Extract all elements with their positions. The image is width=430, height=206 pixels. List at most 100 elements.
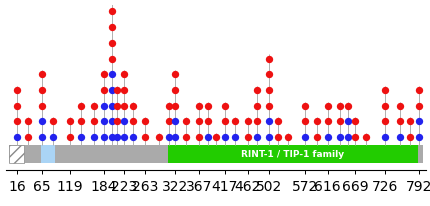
Point (172, 73, 179, 77)
Point (285, 136, 292, 139)
Point (109, 136, 116, 139)
Point (337, 120, 344, 123)
Point (129, 136, 136, 139)
Point (301, 104, 308, 108)
Point (91, 120, 98, 123)
Point (101, 73, 108, 77)
Point (396, 104, 403, 108)
Point (415, 104, 422, 108)
Point (109, 104, 116, 108)
Point (39, 104, 46, 108)
Point (337, 136, 344, 139)
Point (221, 120, 228, 123)
Point (381, 136, 388, 139)
Point (324, 120, 331, 123)
Point (109, 89, 116, 92)
Point (121, 73, 128, 77)
Point (313, 120, 320, 123)
Point (166, 104, 172, 108)
Point (78, 104, 85, 108)
Point (344, 104, 351, 108)
Point (265, 136, 272, 139)
Point (275, 136, 282, 139)
Point (25, 136, 32, 139)
Point (265, 58, 272, 61)
Point (195, 120, 202, 123)
Point (39, 89, 46, 92)
Point (141, 136, 148, 139)
Point (78, 136, 85, 139)
Point (114, 136, 121, 139)
Point (265, 104, 272, 108)
Point (109, 73, 116, 77)
Point (109, 42, 116, 45)
Bar (9, 145, 24, 163)
Point (396, 120, 403, 123)
Point (166, 136, 172, 139)
Point (265, 73, 272, 77)
Point (415, 136, 422, 139)
Bar (9, 145, 423, 163)
Point (78, 120, 85, 123)
Point (231, 136, 238, 139)
Point (13, 120, 20, 123)
Point (109, 120, 116, 123)
Point (172, 104, 179, 108)
Point (101, 120, 108, 123)
Point (13, 136, 20, 139)
Text: RINT-1 / TIP-1 family: RINT-1 / TIP-1 family (242, 150, 344, 159)
Point (195, 136, 202, 139)
Point (407, 120, 414, 123)
Point (172, 89, 179, 92)
Point (212, 136, 219, 139)
Point (301, 136, 308, 139)
Point (49, 136, 56, 139)
Point (49, 120, 56, 123)
Point (91, 104, 98, 108)
Point (245, 136, 252, 139)
Point (415, 120, 422, 123)
Point (245, 120, 252, 123)
Point (381, 120, 388, 123)
Point (129, 120, 136, 123)
Point (344, 120, 351, 123)
Point (362, 136, 369, 139)
Point (155, 136, 162, 139)
Point (25, 120, 32, 123)
Point (265, 120, 272, 123)
Point (407, 136, 414, 139)
Point (254, 89, 261, 92)
Point (265, 89, 272, 92)
Point (39, 73, 46, 77)
Point (91, 136, 98, 139)
Point (39, 136, 46, 139)
Point (313, 136, 320, 139)
Point (121, 104, 128, 108)
Point (114, 89, 121, 92)
Point (352, 120, 359, 123)
Point (114, 104, 121, 108)
Point (67, 120, 74, 123)
Point (337, 104, 344, 108)
Bar (41, 145, 55, 163)
Point (13, 89, 20, 92)
Point (39, 120, 46, 123)
Point (231, 120, 238, 123)
Point (121, 136, 128, 139)
Point (141, 120, 148, 123)
Point (114, 120, 121, 123)
Point (254, 120, 261, 123)
Point (205, 104, 212, 108)
Point (166, 120, 172, 123)
Point (109, 58, 116, 61)
Point (254, 104, 261, 108)
Point (396, 136, 403, 139)
Point (324, 104, 331, 108)
Point (275, 120, 282, 123)
Point (221, 136, 228, 139)
Point (381, 89, 388, 92)
Point (67, 136, 74, 139)
Point (324, 136, 331, 139)
Point (121, 89, 128, 92)
Point (254, 136, 261, 139)
